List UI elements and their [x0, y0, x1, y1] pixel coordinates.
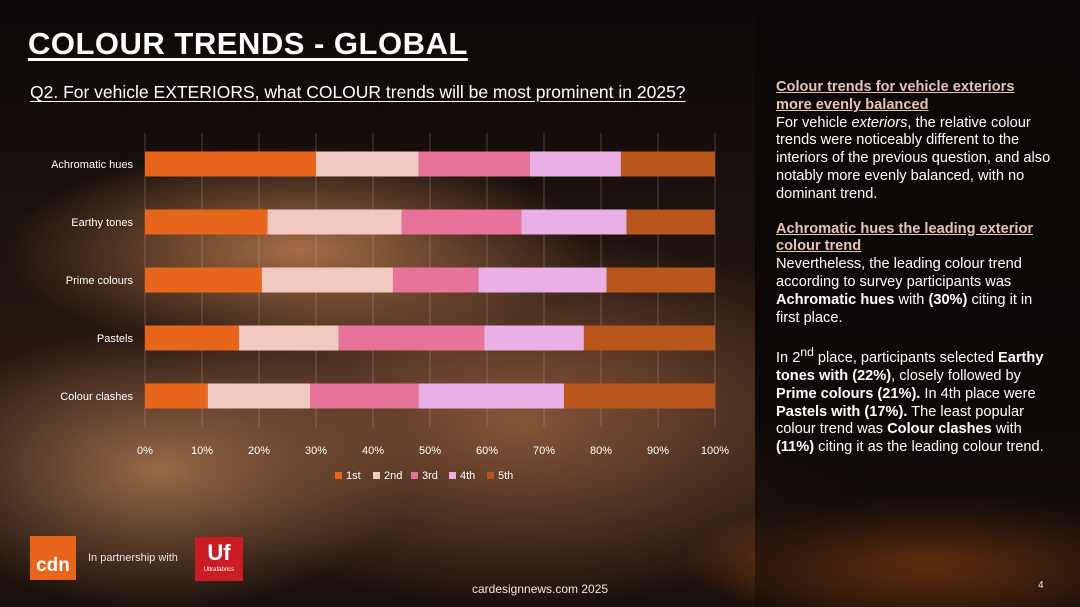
x-tick-label: 80% — [590, 445, 612, 457]
page-title: COLOUR TRENDS - GLOBAL — [28, 26, 468, 61]
commentary-heading-balanced: Colour trends for vehicle exteriors more… — [776, 79, 1015, 113]
ultrafabrics-logo: Uf Ultrafabrics — [195, 537, 243, 581]
bar-prime-colours-1st — [145, 267, 262, 293]
bar-colour-clashes-5th — [563, 383, 715, 409]
legend-swatch-1st — [335, 472, 342, 479]
stacked-bar-chart: 0% 10% 20% 30% 40% 50% 60% 70% 80% 90% 100% Achroma… — [51, 133, 729, 482]
footer-text: cardesignnews.com 2025 — [472, 582, 609, 596]
bar-pastels-4th — [484, 325, 584, 351]
category-label: Earthy tones — [71, 217, 133, 229]
bar-colour-clashes-2nd — [207, 383, 311, 409]
bar-earthy-tones-2nd — [267, 209, 402, 235]
bar-earthy-tones-1st — [145, 209, 268, 235]
category-label: Prime colours — [66, 275, 134, 287]
partnership-label: In partnership with — [88, 552, 178, 564]
legend-label-3rd: 3rd — [422, 470, 438, 482]
legend-swatch-5th — [487, 472, 494, 479]
bar-colour-clashes-3rd — [310, 383, 419, 409]
bar-colour-clashes-4th — [418, 383, 564, 409]
legend-swatch-2nd — [373, 472, 380, 479]
x-tick-label: 30% — [305, 445, 327, 457]
bar-prime-colours-5th — [606, 267, 715, 293]
page-number: 4 — [1038, 580, 1044, 591]
bar-prime-colours-2nd — [261, 267, 393, 293]
x-tick-label: 70% — [533, 445, 555, 457]
commentary-paragraph-2: Nevertheless, the leading colour trend a… — [776, 256, 1033, 326]
bar-pastels-5th — [583, 325, 715, 351]
bar-prime-colours-4th — [478, 267, 607, 293]
category-label: Achromatic hues — [51, 159, 133, 171]
bar-prime-colours-3rd — [392, 267, 479, 293]
bar-earthy-tones-3rd — [401, 209, 522, 235]
x-tick-label: 90% — [647, 445, 669, 457]
category-label: Colour clashes — [60, 391, 133, 403]
x-tick-label: 20% — [248, 445, 270, 457]
x-tick-label: 60% — [476, 445, 498, 457]
legend-label-2nd: 2nd — [384, 470, 402, 482]
bar-achromatic-hues-1st — [145, 151, 316, 177]
legend-swatch-3rd — [411, 472, 418, 479]
legend-label-5th: 5th — [498, 470, 513, 482]
bar-achromatic-hues-4th — [529, 151, 621, 177]
sidebar-backdrop — [755, 0, 1080, 607]
bar-achromatic-hues-3rd — [418, 151, 530, 177]
x-tick-label: 40% — [362, 445, 384, 457]
commentary-paragraph-3: In 2nd place, participants selected Eart… — [776, 345, 1044, 456]
question-text: Q2. For vehicle EXTERIORS, what COLOUR t… — [30, 82, 686, 102]
category-label: Pastels — [97, 333, 134, 345]
commentary-paragraph-1: For vehicle exteriors, the relative colo… — [776, 114, 1051, 202]
cdn-logo: cdn — [30, 536, 76, 580]
x-tick-label: 50% — [419, 445, 441, 457]
x-tick-label: 0% — [137, 445, 153, 457]
commentary-panel: Colour trends for vehicle exteriors more… — [776, 79, 1051, 457]
bar-colour-clashes-1st — [145, 383, 208, 409]
legend-label-1st: 1st — [346, 470, 361, 482]
legend-swatch-4th — [449, 472, 456, 479]
bar-pastels-2nd — [239, 325, 339, 351]
legend-label-4th: 4th — [460, 470, 475, 482]
bar-earthy-tones-5th — [626, 209, 715, 235]
bar-achromatic-hues-5th — [620, 151, 715, 177]
x-tick-label: 100% — [701, 445, 729, 457]
bar-achromatic-hues-2nd — [316, 151, 419, 177]
bar-earthy-tones-4th — [521, 209, 627, 235]
commentary-heading-achromatic: Achromatic hues the leading exterior col… — [776, 220, 1034, 255]
bar-pastels-3rd — [338, 325, 485, 351]
x-tick-label: 10% — [191, 445, 213, 457]
bar-pastels-1st — [145, 325, 240, 351]
